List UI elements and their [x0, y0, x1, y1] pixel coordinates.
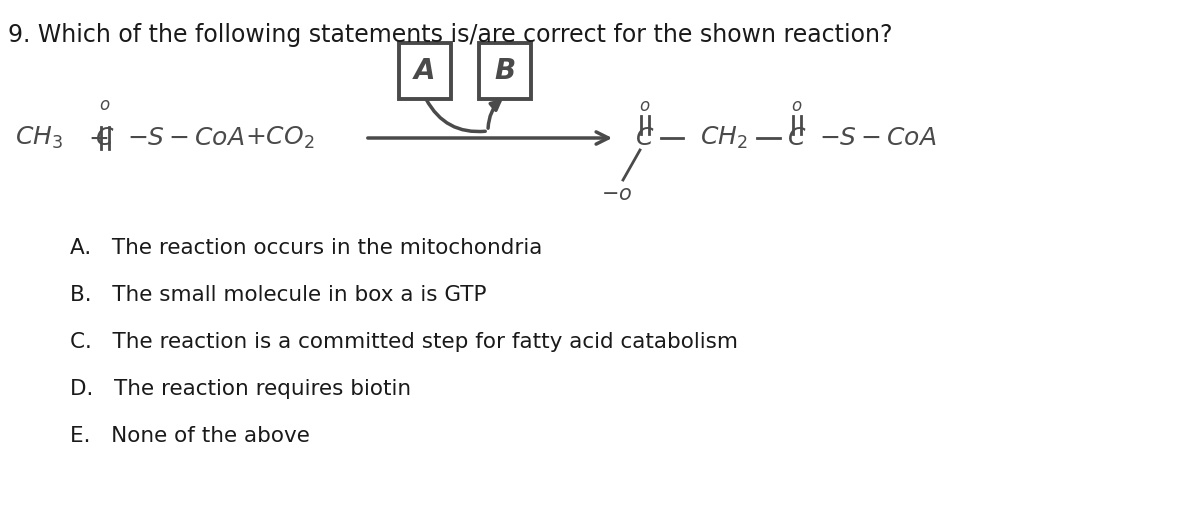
FancyArrowPatch shape	[426, 99, 485, 132]
Text: $\mathit{o}$: $\mathit{o}$	[791, 97, 803, 115]
Text: B: B	[494, 57, 516, 85]
Text: D.   The reaction requires biotin: D. The reaction requires biotin	[70, 379, 412, 399]
Text: $\mathit{-S-CoA}$: $\mathit{-S-CoA}$	[820, 126, 937, 150]
Text: $\mathit{o}$: $\mathit{o}$	[640, 97, 650, 115]
Text: A.   The reaction occurs in the mitochondria: A. The reaction occurs in the mitochondr…	[70, 238, 542, 258]
Text: $\mathit{CH_2}$: $\mathit{CH_2}$	[700, 125, 748, 151]
Text: $\mathit{o}$: $\mathit{o}$	[100, 96, 110, 114]
Text: E.   None of the above: E. None of the above	[70, 426, 310, 446]
FancyBboxPatch shape	[479, 43, 530, 99]
Text: $\mathit{CH_3}$: $\mathit{CH_3}$	[14, 125, 64, 151]
Text: $\mathit{-o}$: $\mathit{-o}$	[601, 184, 632, 204]
Text: $\mathit{-S-CoA}$: $\mathit{-S-CoA}$	[127, 126, 245, 150]
Text: $\mathit{C}$: $\mathit{C}$	[787, 126, 806, 150]
Text: $\mathit{C}$: $\mathit{C}$	[635, 126, 655, 150]
FancyBboxPatch shape	[398, 43, 451, 99]
Text: $\mathit{C}$: $\mathit{C}$	[95, 126, 115, 150]
Text: 9. Which of the following statements is/are correct for the shown reaction?: 9. Which of the following statements is/…	[8, 23, 893, 47]
FancyArrowPatch shape	[488, 101, 500, 128]
Text: A: A	[414, 57, 436, 85]
Text: B.   The small molecule in box a is GTP: B. The small molecule in box a is GTP	[70, 285, 486, 305]
Text: $\mathit{-}$: $\mathit{-}$	[88, 126, 108, 150]
Text: C.   The reaction is a committed step for fatty acid catabolism: C. The reaction is a committed step for …	[70, 332, 738, 352]
Text: $\mathit{+ CO_2}$: $\mathit{+ CO_2}$	[245, 125, 314, 151]
